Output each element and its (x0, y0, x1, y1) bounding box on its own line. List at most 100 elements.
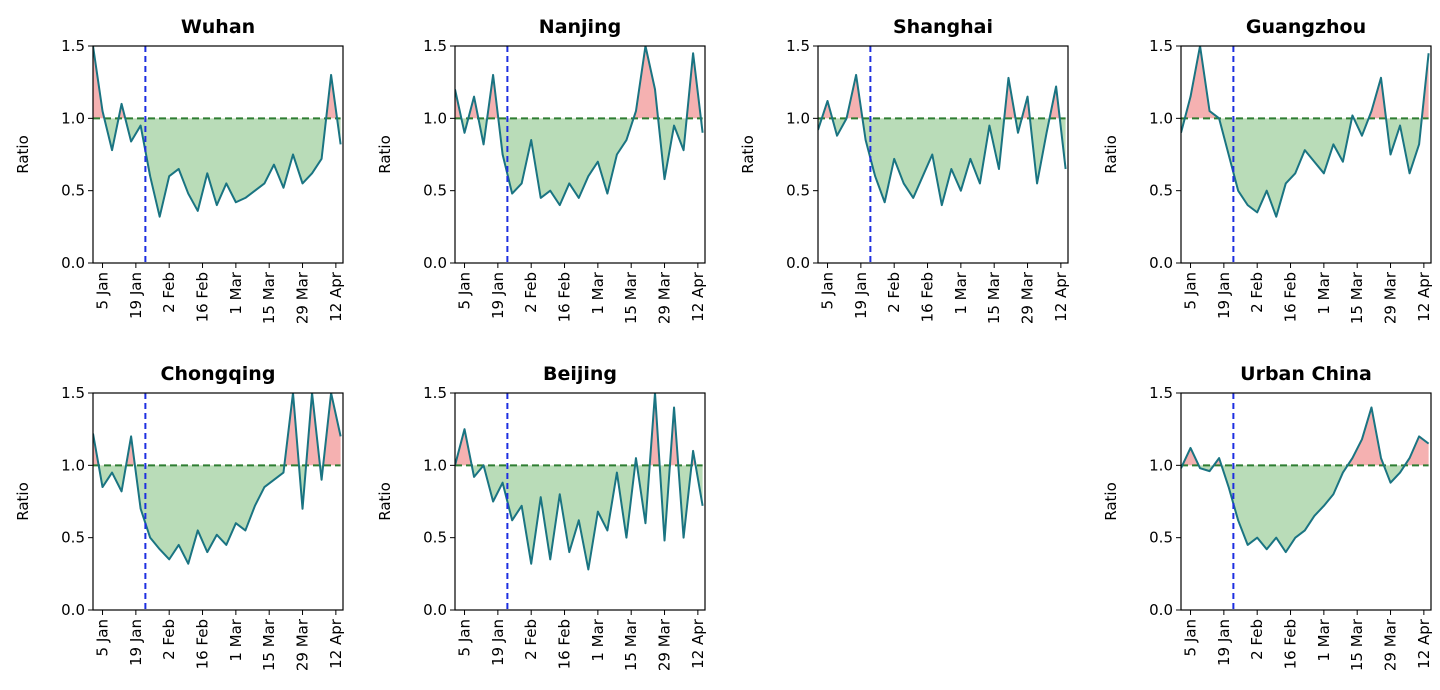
x-tick-label: 2 Feb (160, 272, 178, 313)
y-axis-label: Ratio (739, 135, 757, 174)
x-tick-label: 12 Apr (689, 271, 707, 322)
series-line (93, 393, 342, 565)
panel-3: 0.0 0.5 1.0 1.5 5 Jan 19 Jan 2 Feb 16 Feb 1 Mar 1… (1102, 16, 1433, 324)
y-axis-label: Ratio (376, 482, 394, 521)
y-tick-label: 0.5 (61, 529, 85, 547)
below-reference-fill (104, 118, 341, 217)
chart-title: Nanjing (539, 16, 621, 38)
x-tick-label: 29 Mar (1382, 618, 1400, 671)
plot-area (818, 46, 1067, 263)
y-tick-label: 1.5 (1149, 37, 1173, 55)
x-tick-label: 1 Mar (227, 618, 245, 661)
x-tick-label: 1 Mar (227, 271, 245, 314)
chart-title: Shanghai (893, 16, 993, 38)
above-reference-fill (1181, 407, 1429, 466)
below-reference-fill (1181, 118, 1422, 217)
axes-frame (817, 45, 1069, 264)
x-tick-label: 1 Mar (1315, 618, 1333, 661)
x-tick-label: 19 Jan (489, 619, 507, 666)
plot-area (93, 46, 342, 263)
plot-area (93, 393, 342, 610)
x-tick-label: 15 Mar (1348, 618, 1366, 671)
x-tick-label: 16 Feb (556, 619, 574, 669)
below-reference-fill (1181, 465, 1405, 553)
x-tick-label: 19 Jan (852, 272, 870, 319)
x-tick-label: 1 Mar (952, 271, 970, 314)
y-tick-label: 0.0 (423, 601, 447, 619)
panel-6: 0.0 0.5 1.0 1.5 5 Jan 19 Jan 2 Feb 16 Feb 1 Mar 1… (1102, 363, 1433, 671)
y-tick-label: 0.5 (1149, 529, 1173, 547)
x-tick-label: 2 Feb (1248, 619, 1266, 660)
x-tick-label: 5 Jan (1182, 272, 1200, 309)
y-axis-label: Ratio (376, 135, 394, 174)
x-tick-label: 16 Feb (919, 272, 937, 322)
panel-0: 0.0 0.5 1.0 1.5 5 Jan 19 Jan 2 Feb 16 Feb 1 Mar 1… (14, 16, 345, 324)
panel-1: 0.0 0.5 1.0 1.5 5 Jan 19 Jan 2 Feb 16 Feb 1 Mar 1… (376, 16, 707, 324)
y-tick-label: 1.5 (61, 37, 85, 55)
x-tick-label: 15 Mar (260, 618, 278, 671)
x-tick-label: 15 Mar (985, 271, 1003, 324)
x-tick-label: 15 Mar (622, 271, 640, 324)
above-reference-fill (93, 393, 341, 466)
chart-title: Urban China (1240, 363, 1372, 385)
y-tick-label: 1.0 (61, 456, 85, 474)
below-reference-fill (98, 465, 324, 564)
x-tick-label: 12 Apr (1415, 618, 1433, 669)
y-tick-label: 0.0 (423, 254, 447, 272)
series-line (93, 46, 342, 218)
x-tick-label: 15 Mar (1348, 271, 1366, 324)
x-tick-label: 19 Jan (127, 619, 145, 666)
y-tick-label: 0.5 (61, 182, 85, 200)
x-tick-label: 1 Mar (589, 271, 607, 314)
y-axis-label: Ratio (1102, 135, 1120, 174)
x-tick-label: 5 Jan (94, 272, 112, 309)
y-tick-label: 1.5 (1149, 384, 1173, 402)
panel-4: 0.0 0.5 1.0 1.5 5 Jan 19 Jan 2 Feb 16 Feb 1 Mar 1… (14, 363, 345, 671)
plot-area (1181, 46, 1430, 263)
x-tick-label: 29 Mar (294, 618, 312, 671)
below-reference-fill (461, 118, 703, 206)
x-tick-label: 5 Jan (1182, 619, 1200, 656)
x-tick-label: 1 Mar (1315, 271, 1333, 314)
x-tick-label: 29 Mar (656, 618, 674, 671)
y-tick-label: 0.0 (61, 601, 85, 619)
below-reference-fill (471, 465, 703, 570)
y-tick-label: 1.5 (423, 384, 447, 402)
above-reference-fill (455, 46, 703, 119)
x-tick-label: 12 Apr (1052, 271, 1070, 322)
below-reference-fill (818, 118, 1066, 206)
x-tick-label: 16 Feb (1282, 272, 1300, 322)
x-tick-label: 2 Feb (522, 619, 540, 660)
y-tick-label: 0.5 (423, 529, 447, 547)
x-tick-label: 29 Mar (294, 271, 312, 324)
chart-title: Beijing (543, 363, 617, 385)
plot-area (455, 393, 704, 610)
x-tick-label: 2 Feb (522, 272, 540, 313)
x-tick-label: 12 Apr (1415, 271, 1433, 322)
y-tick-label: 1.0 (1149, 109, 1173, 127)
y-tick-label: 1.5 (61, 384, 85, 402)
x-tick-label: 5 Jan (94, 619, 112, 656)
y-tick-label: 0.5 (786, 182, 810, 200)
x-tick-label: 1 Mar (589, 618, 607, 661)
x-tick-label: 12 Apr (327, 271, 345, 322)
x-tick-label: 12 Apr (327, 618, 345, 669)
x-tick-label: 2 Feb (885, 272, 903, 313)
x-tick-label: 15 Mar (260, 271, 278, 324)
series-line (1181, 46, 1430, 218)
series-line (818, 73, 1067, 207)
panel-5: 0.0 0.5 1.0 1.5 5 Jan 19 Jan 2 Feb 16 Feb 1 Mar 1… (376, 363, 707, 671)
y-tick-label: 1.0 (423, 456, 447, 474)
axes-frame (92, 45, 344, 264)
y-tick-label: 0.5 (1149, 182, 1173, 200)
x-tick-label: 29 Mar (1019, 271, 1037, 324)
x-tick-label: 2 Feb (160, 619, 178, 660)
x-tick-label: 5 Jan (456, 619, 474, 656)
y-tick-label: 1.5 (786, 37, 810, 55)
axes-frame (92, 392, 344, 611)
y-axis-label: Ratio (1102, 482, 1120, 521)
x-tick-label: 19 Jan (489, 272, 507, 319)
series-line (1181, 406, 1430, 554)
series-line (455, 393, 704, 571)
